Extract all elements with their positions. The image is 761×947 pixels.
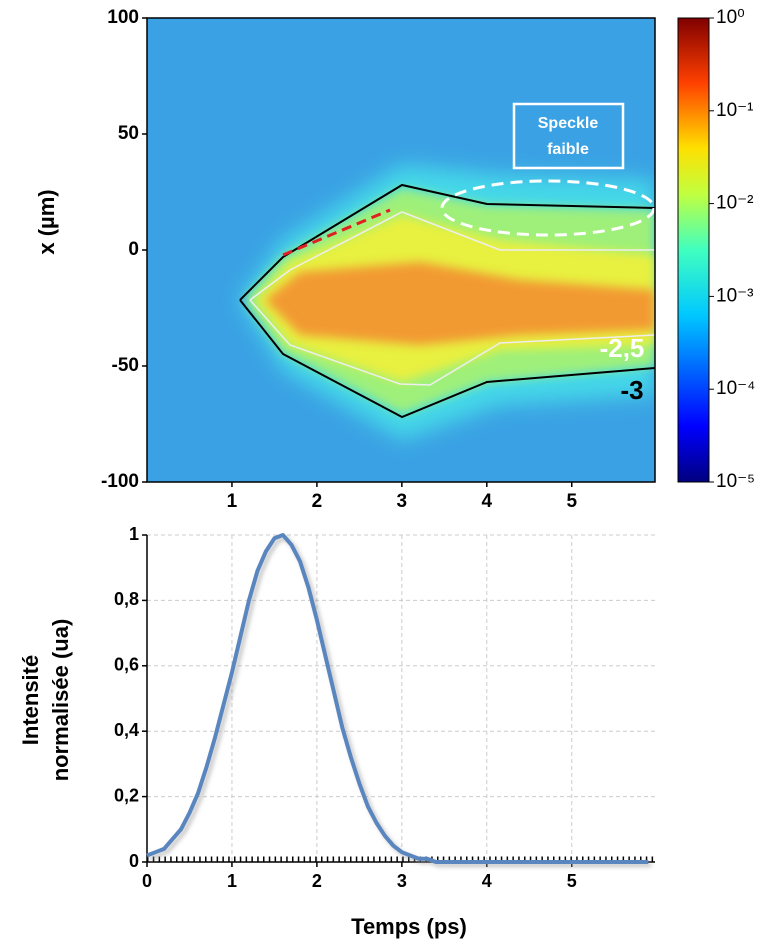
annotation: faible xyxy=(547,141,589,158)
colorbar-tick-label: 10⁻¹ xyxy=(716,100,754,121)
y-tick-label: 100 xyxy=(107,7,139,28)
contour-label: -2,5 xyxy=(600,333,645,363)
colorbar-tick-label: 10⁻³ xyxy=(716,285,754,306)
annotation-box xyxy=(512,102,625,170)
y-tick-label: 0 xyxy=(129,851,139,871)
x-tick-label: 1 xyxy=(227,871,237,891)
intensity-field xyxy=(147,18,655,482)
y-axis-label: x (µm) xyxy=(34,189,59,254)
colorbar-tick-label: 10⁰ xyxy=(716,7,745,28)
x-tick-label: 4 xyxy=(482,491,493,512)
y-tick-label: 0 xyxy=(128,239,139,260)
colorbar-tick-label: 10⁻² xyxy=(716,193,754,214)
contour-label: -3 xyxy=(620,375,643,405)
line xyxy=(146,533,649,864)
x-tick-label: 3 xyxy=(397,491,408,512)
y-tick-label: 0,4 xyxy=(114,720,139,740)
x-tick-label: 5 xyxy=(566,491,577,512)
colorbar-tick-label: 10⁻⁴ xyxy=(716,378,755,399)
x-tick-label: 1 xyxy=(227,491,238,512)
y-tick-label: 0,8 xyxy=(114,589,139,609)
colorbar xyxy=(677,17,710,483)
y-tick-label: -50 xyxy=(112,355,139,376)
y-tick-label: 1 xyxy=(129,524,139,544)
x-tick-label: 2 xyxy=(312,491,323,512)
y-tick-label: 0,6 xyxy=(114,655,139,675)
x-tick-label: 2 xyxy=(312,871,322,891)
y-axis-label: Intensité xyxy=(18,655,43,745)
y-tick-label: -100 xyxy=(101,471,139,492)
y-tick-label: 0,2 xyxy=(114,785,139,805)
y-axis-label: normalisée (ua) xyxy=(48,619,73,782)
x-tick-label: 3 xyxy=(397,871,407,891)
x-tick-label: 4 xyxy=(482,871,492,891)
x-tick-label: 5 xyxy=(567,871,577,891)
x-axis-label: Temps (ps) xyxy=(351,914,467,939)
colorbar-tick-label: 10⁻⁵ xyxy=(716,471,755,492)
y-tick-label: 50 xyxy=(118,123,139,144)
x-tick-label: 0 xyxy=(142,871,152,891)
annotation: Speckle xyxy=(538,115,599,132)
